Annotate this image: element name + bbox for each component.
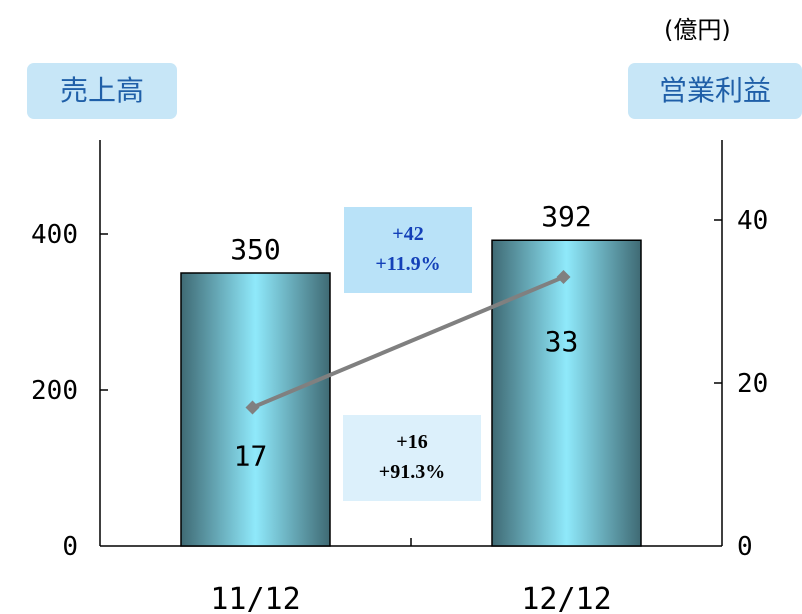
profit-marker xyxy=(556,270,571,285)
sales-value-label: 350 xyxy=(230,233,281,266)
left-axis-tag: 売上高 xyxy=(27,63,177,119)
right-tick-label: 20 xyxy=(737,369,768,399)
left-tick-label: 200 xyxy=(31,376,78,406)
sales-change-amount: +42 xyxy=(392,223,424,245)
category-label: 12/12 xyxy=(521,582,611,614)
profit-change-percent: +91.3% xyxy=(378,461,446,483)
profit-value-label: 33 xyxy=(545,325,579,358)
unit-label: (億円) xyxy=(664,16,731,44)
sales-value-label: 392 xyxy=(541,200,592,233)
sales-bar xyxy=(491,239,642,547)
profit-change-amount: +16 xyxy=(396,431,428,453)
sales-change-percent: +11.9% xyxy=(375,253,441,275)
left-tick-label: 400 xyxy=(31,220,78,250)
left-tick-label: 0 xyxy=(62,532,78,562)
right-tick-label: 0 xyxy=(737,532,753,562)
profit-line xyxy=(251,275,565,410)
profit-value-label: 17 xyxy=(234,439,268,472)
sales-change-box: +42 +11.9% xyxy=(344,207,472,293)
profit-change-box: +16 +91.3% xyxy=(343,415,481,501)
category-label: 11/12 xyxy=(210,582,300,614)
right-axis-tag: 営業利益 xyxy=(628,63,802,119)
right-tick-label: 40 xyxy=(737,206,768,236)
profit-marker xyxy=(245,400,260,415)
